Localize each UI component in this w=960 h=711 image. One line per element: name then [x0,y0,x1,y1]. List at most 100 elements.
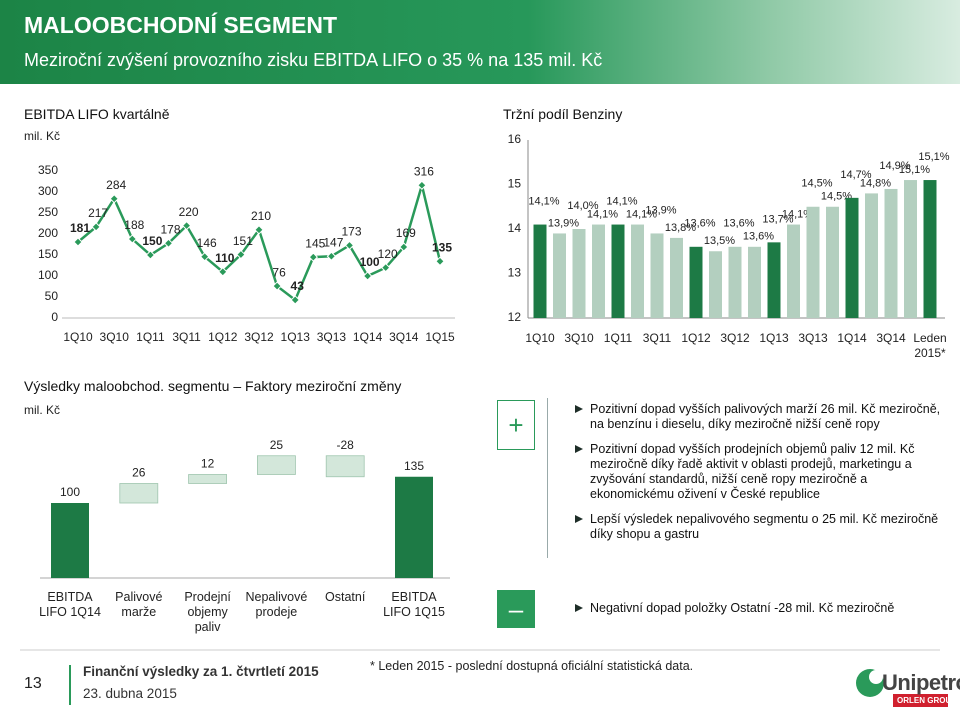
footer-date: 23. dubna 2015 [83,686,177,701]
y-tick-label: 12 [508,310,522,324]
slide-subtitle: Meziroční zvýšení provozního zisku EBITD… [24,50,603,70]
data-label: 120 [378,247,398,261]
data-label: 147 [323,235,343,249]
data-label: 14,9% [879,160,910,172]
logo-name: Unipetrol [882,670,960,695]
point [399,242,409,252]
data-label: 181 [70,221,90,235]
x-tick-label: 3Q13 [317,330,347,344]
bar [572,229,586,318]
point [290,295,300,305]
y-tick-label: 50 [45,289,59,303]
data-label: 135 [432,240,452,254]
point [417,180,427,190]
x-tick-label: 1Q11 [136,330,165,344]
data-label: 13,8% [665,222,696,234]
data-label: 13,5% [704,235,735,247]
data-label: 76 [272,265,286,279]
divider [547,398,548,558]
bar [728,246,742,318]
point [380,262,391,273]
x-tick-label: 1Q11 [603,331,633,345]
bar [553,233,566,318]
negative-sign: – [497,590,535,628]
data-label: 14,7% [840,169,871,181]
data-label: 14,1% [782,208,813,220]
data-label: 14,0% [567,200,598,212]
bar [611,224,625,318]
y-tick-label: 300 [38,184,58,198]
step-bar [188,474,228,484]
data-label: 188 [124,218,144,232]
logo-icon [869,670,883,684]
data-label: 173 [341,225,361,239]
data-label: 14,1% [528,195,559,207]
data-label: 316 [414,164,434,178]
data-label: 14,5% [801,178,832,190]
bar [904,180,917,318]
bullet: Pozitivní dopad vyšších palivových marží… [575,402,948,432]
data-label: 13,7% [762,213,793,225]
bar [787,224,800,318]
chart-title: Výsledky maloobchod. segmentu – Faktory … [24,378,402,394]
data-label: 14,1% [606,195,637,207]
x-tick-label: Nepalivové prodeje [245,590,308,619]
positive-list: Pozitivní dopad vyšších palivových marží… [575,402,948,552]
data-label: 178 [160,222,180,236]
point [218,267,228,277]
data-label: 100 [60,485,80,499]
y-tick-label: 16 [508,132,522,146]
bar [533,224,547,318]
x-tick-label: 3Q13 [798,331,828,345]
y-tick-label: 15 [508,177,522,191]
total-bar [51,503,89,578]
point [254,225,264,235]
bar [670,237,683,318]
data-label: 26 [132,466,146,480]
data-label: 25 [270,438,284,452]
bar [806,206,820,318]
x-tick-label: Palivové marže [115,590,163,619]
x-tick-label: Ostatní [325,590,366,604]
x-tick-label: 3Q12 [720,331,750,345]
x-tick-label: 1Q14 [353,330,383,344]
bar [826,206,839,318]
y-tick-label: 0 [51,310,58,324]
data-label: 150 [142,234,162,248]
data-label: 145 [305,236,325,250]
footnote: * Leden 2015 - poslední dostupná oficiál… [370,659,694,673]
point [344,240,355,251]
x-tick-label: 3Q10 [100,330,130,344]
x-tick-label: EBITDA LIFO 1Q14 [39,590,101,619]
y-tick-label: 14 [508,221,522,235]
bar [689,246,703,318]
page-number: 13 [24,675,42,692]
data-label: 13,9% [645,204,676,216]
data-label: 12 [201,457,215,471]
x-tick-label: 1Q12 [208,330,238,344]
data-label: 110 [215,251,235,265]
x-tick-label: 3Q14 [389,330,419,344]
point [199,251,210,262]
y-tick-label: 250 [38,205,58,219]
point [435,256,445,267]
x-tick-label: 3Q12 [244,330,274,344]
header: MALOOBCHODNÍ SEGMENT Meziroční zvýšení p… [0,0,960,84]
footer-title: Finanční výsledky za 1. čtvrtletí 2015 [83,664,319,679]
x-tick-label: 3Q11 [172,330,201,344]
data-label: 220 [179,205,199,219]
x-tick-label: 3Q10 [564,331,594,345]
total-bar [395,476,433,578]
point [308,252,319,262]
bar [592,224,605,318]
y-tick-label: 150 [38,247,58,261]
data-label: 13,6% [723,218,754,230]
x-tick-label: 1Q10 [63,330,93,344]
point [362,271,373,281]
bar [748,246,761,318]
step-bar [256,455,296,475]
x-tick-label: Leden 2015* [913,331,947,360]
x-tick-label: 1Q13 [759,331,789,345]
